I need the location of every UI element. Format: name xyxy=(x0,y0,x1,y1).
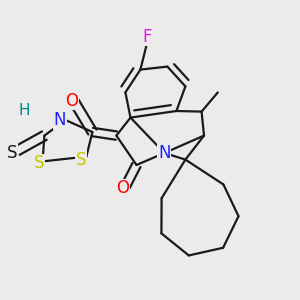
Text: O: O xyxy=(116,179,129,197)
Text: H: H xyxy=(19,103,30,118)
Text: F: F xyxy=(142,28,152,46)
Text: N: N xyxy=(158,144,171,162)
Text: S: S xyxy=(34,154,44,172)
Text: N: N xyxy=(54,111,66,129)
Text: S: S xyxy=(76,151,86,169)
Text: S: S xyxy=(7,144,17,162)
Text: O: O xyxy=(65,92,78,110)
